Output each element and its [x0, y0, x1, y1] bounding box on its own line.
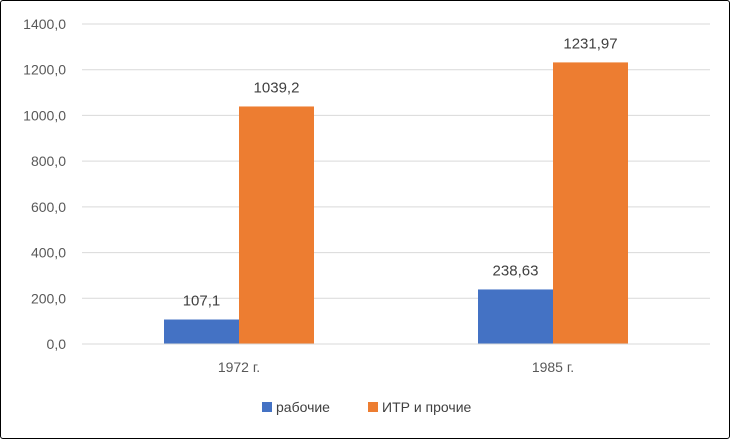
- bar-itr-other-1: [239, 106, 314, 345]
- y-tick-label: 0,0: [47, 336, 67, 352]
- bar-workers-2: [478, 289, 553, 344]
- data-labels: 107,1 1039,2 238,63 1231,97: [183, 35, 618, 309]
- y-tick-label: 1000,0: [23, 107, 66, 123]
- y-axis-ticks: 0,0 200,0 400,0 600,0 800,0 1000,0 1200,0 1400,…: [23, 16, 66, 352]
- legend-label: ИТР и прочие: [382, 399, 472, 415]
- y-tick-label: 1200,0: [23, 62, 66, 78]
- x-tick-label: 1985 г.: [532, 359, 574, 375]
- x-axis-ticks: 1972 г. 1985 г.: [82, 343, 710, 375]
- data-label: 1231,97: [563, 35, 617, 52]
- y-tick-label: 600,0: [31, 199, 66, 215]
- legend: рабочие ИТР и прочие: [262, 399, 472, 415]
- y-tick-label: 400,0: [31, 245, 66, 261]
- bars: [164, 62, 628, 345]
- bar-workers-1: [164, 319, 239, 344]
- data-label: 238,63: [493, 262, 539, 279]
- bar-itr-other-2: [553, 62, 628, 344]
- legend-label: рабочие: [276, 399, 330, 415]
- data-label: 107,1: [183, 293, 221, 310]
- y-tick-label: 800,0: [31, 153, 66, 169]
- y-tick-label: 1400,0: [23, 16, 66, 32]
- legend-swatch: [368, 402, 378, 412]
- y-tick-label: 200,0: [31, 290, 66, 306]
- data-label: 1039,2: [254, 79, 300, 96]
- x-tick-label: 1972 г.: [218, 359, 260, 375]
- legend-swatch: [262, 402, 272, 412]
